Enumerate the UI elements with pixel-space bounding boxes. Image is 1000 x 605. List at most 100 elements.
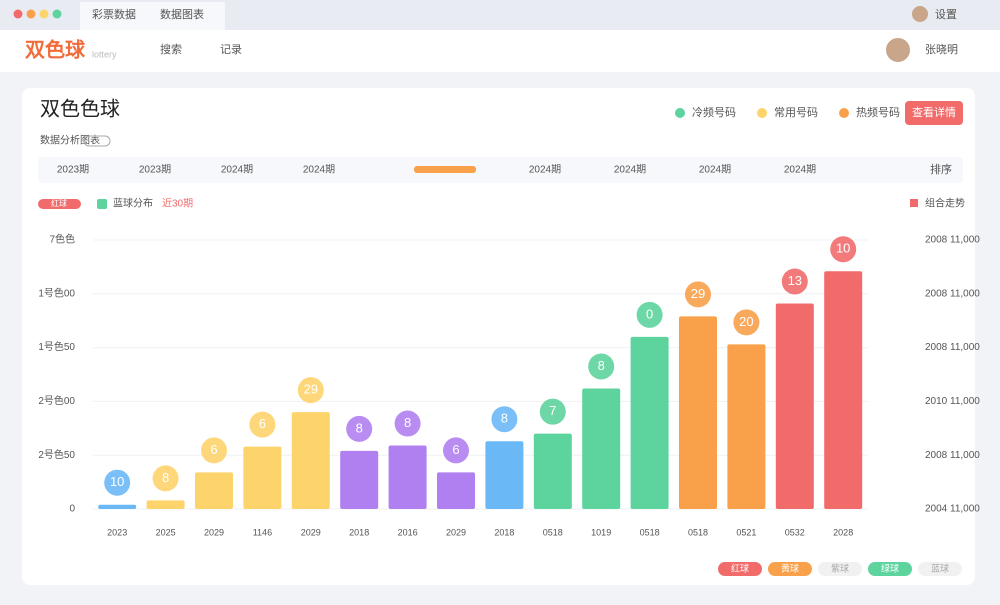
pill[interactable] <box>718 562 762 576</box>
bar <box>243 446 282 509</box>
app-header <box>0 30 1000 72</box>
filter[interactable]: 2024期 <box>699 164 731 176</box>
legend-swatch <box>97 199 107 209</box>
right-label: 2008 11,000 <box>925 288 980 299</box>
ball <box>249 411 276 438</box>
ball <box>491 406 518 433</box>
filter[interactable]: 2024期 <box>614 164 646 176</box>
avatar[interactable] <box>912 6 928 22</box>
tab-title[interactable]: 彩票数据 <box>92 7 136 21</box>
pill-label[interactable]: 黄球 <box>781 562 799 573</box>
bar <box>775 303 814 509</box>
tab[interactable] <box>80 2 225 30</box>
y-tick-label: 2号色50 <box>38 448 75 461</box>
legend-label: 冷频号码 <box>692 105 736 119</box>
x-tick-label: 2016 <box>398 527 418 537</box>
bar <box>727 344 766 509</box>
bar <box>291 412 330 509</box>
ball-number: 10 <box>836 241 850 256</box>
pill[interactable] <box>918 562 962 576</box>
legend-dot <box>839 108 849 118</box>
x-tick-label: 2018 <box>494 527 514 537</box>
legend-label: 常用号码 <box>774 106 818 119</box>
nav-item[interactable]: 记录 <box>220 43 242 56</box>
menu[interactable]: 设置 <box>935 8 957 21</box>
nav-item[interactable]: 搜索 <box>160 42 182 56</box>
ball <box>201 437 227 464</box>
legend-swatch <box>910 199 918 207</box>
x-tick-label: 2029 <box>301 527 321 537</box>
legend-dot <box>757 108 767 118</box>
logo[interactable]: 双色球 <box>25 37 86 61</box>
avatar[interactable] <box>886 38 910 62</box>
x-tick-label: 1019 <box>591 527 611 537</box>
ball-number: 29 <box>691 286 705 301</box>
window-dot[interactable] <box>39 9 49 19</box>
filter[interactable]: 2024期 <box>784 164 816 176</box>
pill-label[interactable]: 绿球 <box>881 562 899 573</box>
filter[interactable]: 2023期 <box>57 164 89 176</box>
tag-label: 红球 <box>51 198 67 208</box>
ball-number: 6 <box>210 442 217 457</box>
ball <box>152 465 179 492</box>
legend-dot <box>675 108 685 118</box>
y-tick-label: 2号色00 <box>38 394 75 407</box>
right-label: 2008 11,000 <box>925 235 980 246</box>
bar <box>582 388 621 509</box>
window-dot[interactable] <box>52 9 62 19</box>
window-dot[interactable] <box>13 9 23 19</box>
pill[interactable] <box>818 562 862 576</box>
button-label[interactable]: 查看详情 <box>912 105 956 119</box>
y-tick-label: 0 <box>69 504 75 515</box>
bar <box>437 472 475 509</box>
ball <box>346 415 373 442</box>
ball <box>588 353 615 380</box>
x-tick-label: 0518 <box>543 527 563 537</box>
ball <box>443 437 469 464</box>
filter[interactable]: 2024期 <box>303 164 335 176</box>
bar <box>146 500 185 509</box>
button[interactable] <box>905 101 963 125</box>
legend-label: 蓝球分布 <box>113 197 153 210</box>
legend-label: 热频号码 <box>856 105 900 119</box>
ball-number: 6 <box>259 416 266 431</box>
bar <box>340 450 379 509</box>
ball <box>539 398 566 425</box>
ball-number: 0 <box>646 306 653 321</box>
ball-number: 6 <box>452 442 459 457</box>
toggle[interactable] <box>83 135 111 147</box>
user-name[interactable]: 张晓明 <box>925 43 958 56</box>
tag <box>38 199 81 209</box>
pill-label[interactable]: 紫球 <box>831 562 849 573</box>
ball-number: 20 <box>739 314 753 329</box>
pill[interactable] <box>868 562 912 576</box>
pill[interactable] <box>768 562 812 576</box>
right-label: 2008 11,000 <box>925 342 980 353</box>
filter[interactable]: 2024期 <box>221 164 253 176</box>
logo-sub: lottery <box>92 49 117 59</box>
ball <box>830 236 857 263</box>
filter[interactable]: 2024期 <box>529 164 561 176</box>
ball-number: 8 <box>404 415 411 430</box>
x-tick-label: 2029 <box>446 527 466 537</box>
x-tick-label: 2018 <box>349 527 369 537</box>
ball <box>297 377 324 404</box>
ball-number: 8 <box>162 470 169 485</box>
pill-label[interactable]: 蓝球 <box>931 562 949 573</box>
x-tick-label: 2029 <box>204 527 224 537</box>
y-tick-label: 1号色00 <box>38 286 75 299</box>
x-tick-label: 1146 <box>253 527 272 537</box>
filter-bar <box>38 157 963 183</box>
pill-label[interactable]: 红球 <box>731 562 749 573</box>
filter[interactable]: 2023期 <box>139 164 171 176</box>
ball <box>733 309 760 336</box>
tab-title[interactable]: 数据图表 <box>160 7 204 21</box>
x-tick-label: 2025 <box>156 527 176 537</box>
window-dot[interactable] <box>26 9 36 19</box>
sort[interactable]: 排序 <box>930 162 952 176</box>
bar <box>630 336 669 509</box>
right-label: 2010 11,000 <box>925 396 980 407</box>
legend-label: 近30期 <box>162 197 193 210</box>
slider[interactable] <box>414 166 476 173</box>
